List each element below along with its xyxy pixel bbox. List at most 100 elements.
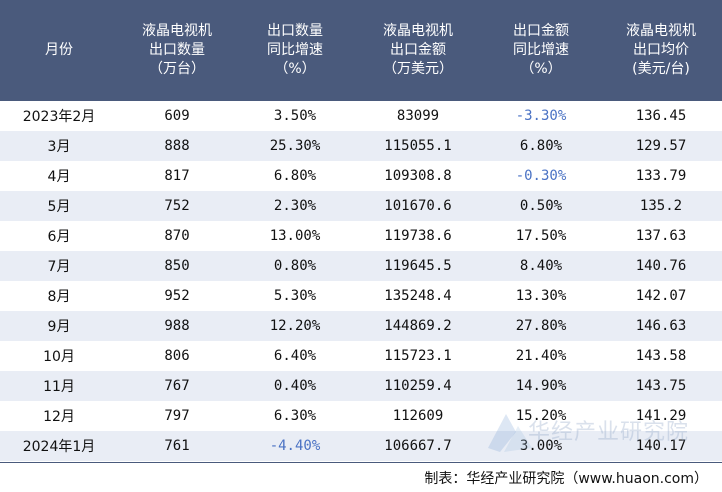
cell-amount-growth: 14.90% (482, 371, 600, 401)
column-header-amount: 液晶电视机出口金额 （万美元） (354, 0, 482, 101)
table-row: 2024年1月 761 -4.40% 106667.7 3.00% 140.17 (0, 431, 722, 461)
cell-month: 3月 (0, 131, 118, 161)
column-header-line: 出口数量 (149, 42, 205, 58)
cell-qty: 609 (164, 108, 190, 124)
cell-amount: 135248.4 (384, 288, 452, 304)
cell-qty: 888 (118, 131, 236, 161)
cell-qty: 870 (164, 228, 190, 244)
column-header-month: 月份 (0, 0, 118, 101)
column-header-qty-growth: 出口数量同比增速 （%） (236, 0, 354, 101)
cell-amount: 112609 (392, 408, 444, 424)
cell-qty-growth: 5.30% (273, 288, 317, 304)
cell-price: 129.57 (600, 131, 722, 161)
table-row: 6月 870 13.00% 119738.6 17.50% 137.63 (0, 221, 722, 251)
cell-qty-growth: 6.40% (273, 348, 317, 364)
cell-amount-growth: 13.30% (515, 288, 567, 304)
cell-month: 11月 (0, 371, 118, 401)
column-header-line: （%） (274, 61, 316, 77)
table-row: 12月 797 6.30% 112609 15.20% 141.29 (0, 401, 722, 431)
cell-price: 137.63 (635, 228, 687, 244)
cell-month: 2023年2月 (22, 109, 96, 125)
table-row: 2023年2月 609 3.50% 83099 -3.30% 136.45 (0, 101, 722, 131)
cell-qty: 806 (164, 348, 190, 364)
column-header-price: 液晶电视机出口均价 (美元/台) (600, 0, 722, 101)
cell-qty-growth: 25.30% (236, 131, 354, 161)
column-header-line: 同比增速 (267, 42, 323, 58)
column-header-line: （万台） (149, 61, 205, 77)
export-table-container: 月份 液晶电视机 出口数量 （万台） 出口数量 同比增速 （%） 液晶电视机 出口金额 （万美元）… (0, 0, 722, 461)
table-row: 3月 888 25.30% 115055.1 6.80% 129.57 (0, 131, 722, 161)
cell-price: 140.76 (600, 251, 722, 281)
table-header-row: 月份 液晶电视机 出口数量 （万台） 出口数量 同比增速 （%） 液晶电视机 出口金额 （万美元）… (0, 0, 722, 101)
table-row: 8月 952 5.30% 135248.4 13.30% 142.07 (0, 281, 722, 311)
cell-qty: 767 (118, 371, 236, 401)
column-header-amount-growth: 出口金额 同比增速 （%） (482, 0, 600, 101)
cell-amount: 119738.6 (384, 228, 452, 244)
table-row: 9月 988 12.20% 144869.2 27.80% 146.63 (0, 311, 722, 341)
table-row: 11月 767 0.40% 110259.4 14.90% 143.75 (0, 371, 722, 401)
cell-month: 8月 (47, 289, 71, 305)
cell-qty: 988 (118, 311, 236, 341)
cell-amount: 83099 (396, 108, 440, 124)
column-header-line: 液晶电视机 (142, 23, 212, 39)
cell-qty-growth: 6.30% (273, 408, 317, 424)
cell-qty-growth: 13.00% (269, 228, 321, 244)
table-row: 5月 752 2.30% 101670.6 0.50% 135.2 (0, 191, 722, 221)
export-table: 月份 液晶电视机 出口数量 （万台） 出口数量 同比增速 （%） 液晶电视机 出口金额 （万美元）… (0, 0, 722, 461)
cell-qty-growth: 12.20% (236, 311, 354, 341)
cell-amount-growth: 3.00% (482, 431, 600, 461)
source-note: 制表：华经产业研究院（www.huaon.com） (424, 471, 708, 487)
cell-amount: 115723.1 (384, 348, 452, 364)
cell-qty: 850 (118, 251, 236, 281)
table-row: 4月 817 6.80% 109308.8 -0.30% 133.79 (0, 161, 722, 191)
column-header-line: 液晶电视机 (383, 23, 453, 39)
cell-qty: 797 (164, 408, 190, 424)
cell-qty-growth: 0.80% (236, 251, 354, 281)
cell-month: 12月 (43, 409, 75, 425)
table-row: 10月 806 6.40% 115723.1 21.40% 143.58 (0, 341, 722, 371)
cell-amount-growth: 17.50% (515, 228, 567, 244)
column-header-line: 液晶电视机 (626, 23, 696, 39)
cell-qty-growth: 2.30% (236, 191, 354, 221)
cell-qty-growth: 6.80% (273, 168, 317, 184)
cell-price: 135.2 (600, 191, 722, 221)
cell-amount: 101670.6 (354, 191, 482, 221)
cell-price: 136.45 (635, 108, 687, 124)
cell-amount-growth: -3.30% (515, 108, 567, 124)
cell-price: 141.29 (635, 408, 687, 424)
table-row: 7月 850 0.80% 119645.5 8.40% 140.76 (0, 251, 722, 281)
cell-amount-growth: 21.40% (515, 348, 567, 364)
column-header-line: 出口均价 (633, 42, 689, 58)
column-header-line: 同比增速 (513, 42, 569, 58)
cell-month: 6月 (47, 229, 71, 245)
cell-amount-growth: 15.20% (515, 408, 567, 424)
cell-amount: 115055.1 (354, 131, 482, 161)
cell-price: 143.58 (635, 348, 687, 364)
column-header-line: 月份 (45, 42, 73, 58)
column-header-line: （万美元） (383, 61, 453, 77)
cell-qty-growth: 3.50% (273, 108, 317, 124)
cell-month: 2024年1月 (0, 431, 118, 461)
cell-price: 146.63 (600, 311, 722, 341)
cell-qty: 952 (164, 288, 190, 304)
cell-month: 9月 (0, 311, 118, 341)
cell-price: 142.07 (635, 288, 687, 304)
cell-month: 7月 (0, 251, 118, 281)
cell-amount: 106667.7 (354, 431, 482, 461)
column-header-line: 出口金额 (390, 42, 446, 58)
cell-amount-growth: 8.40% (482, 251, 600, 281)
cell-amount-growth: 6.80% (482, 131, 600, 161)
cell-qty: 817 (164, 168, 190, 184)
cell-qty-growth: -4.40% (236, 431, 354, 461)
cell-qty-growth: 0.40% (236, 371, 354, 401)
cell-month: 5月 (0, 191, 118, 221)
cell-amount: 109308.8 (384, 168, 452, 184)
cell-price: 133.79 (635, 168, 687, 184)
cell-amount-growth: -0.30% (515, 168, 567, 184)
column-header-line: (美元/台) (632, 61, 690, 77)
cell-qty: 752 (118, 191, 236, 221)
cell-amount-growth: 27.80% (482, 311, 600, 341)
column-header-line: 出口数量 (267, 23, 323, 39)
cell-qty: 761 (118, 431, 236, 461)
cell-month: 4月 (47, 169, 71, 185)
